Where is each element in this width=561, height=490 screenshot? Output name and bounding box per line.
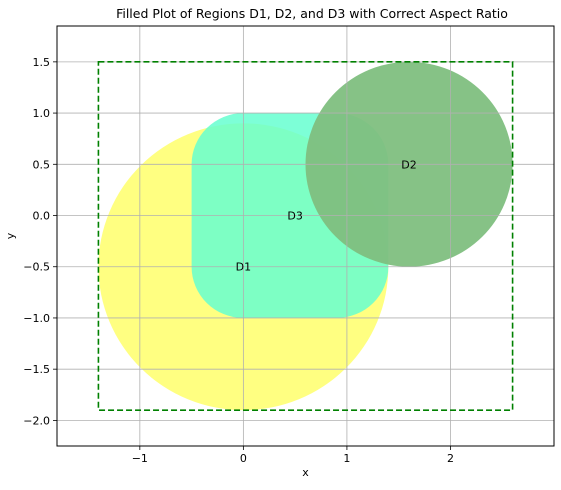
plot-frame bbox=[56, 25, 555, 447]
x-tick-label: 2 bbox=[447, 452, 454, 465]
region-label-d2: D2 bbox=[401, 158, 416, 171]
y-tick-label: 0.0 bbox=[33, 210, 51, 223]
x-axis-label: x bbox=[302, 466, 309, 479]
y-tick-label: −0.5 bbox=[23, 261, 50, 274]
region-label-d3: D3 bbox=[287, 210, 302, 223]
y-axis-label: y bbox=[4, 232, 17, 239]
chart-title: Filled Plot of Regions D1, D2, and D3 wi… bbox=[116, 6, 508, 21]
bounding-box bbox=[97, 61, 514, 411]
x-tick-label: 1 bbox=[343, 452, 350, 465]
y-tick-label: 1.0 bbox=[33, 107, 51, 120]
bounding-box-layer bbox=[97, 61, 514, 411]
y-tick-label: 0.5 bbox=[33, 158, 51, 171]
y-tick-label: −1.5 bbox=[23, 363, 50, 376]
x-tick-label: 0 bbox=[240, 452, 247, 465]
x-axis-ticks: −1 0 1 2 bbox=[132, 446, 454, 465]
y-tick-label: −1.0 bbox=[23, 312, 50, 325]
y-tick-label: 1.5 bbox=[33, 56, 51, 69]
grid-layer bbox=[57, 26, 554, 446]
y-axis-ticks: 1.5 1.0 0.5 0.0 −0.5 −1.0 −1.5 −2.0 bbox=[23, 56, 57, 427]
region-labels-layer: D1 D3 D2 bbox=[236, 158, 417, 273]
x-tick-label: −1 bbox=[132, 452, 148, 465]
y-tick-label: −2.0 bbox=[23, 414, 50, 427]
region-label-d1: D1 bbox=[236, 261, 251, 274]
